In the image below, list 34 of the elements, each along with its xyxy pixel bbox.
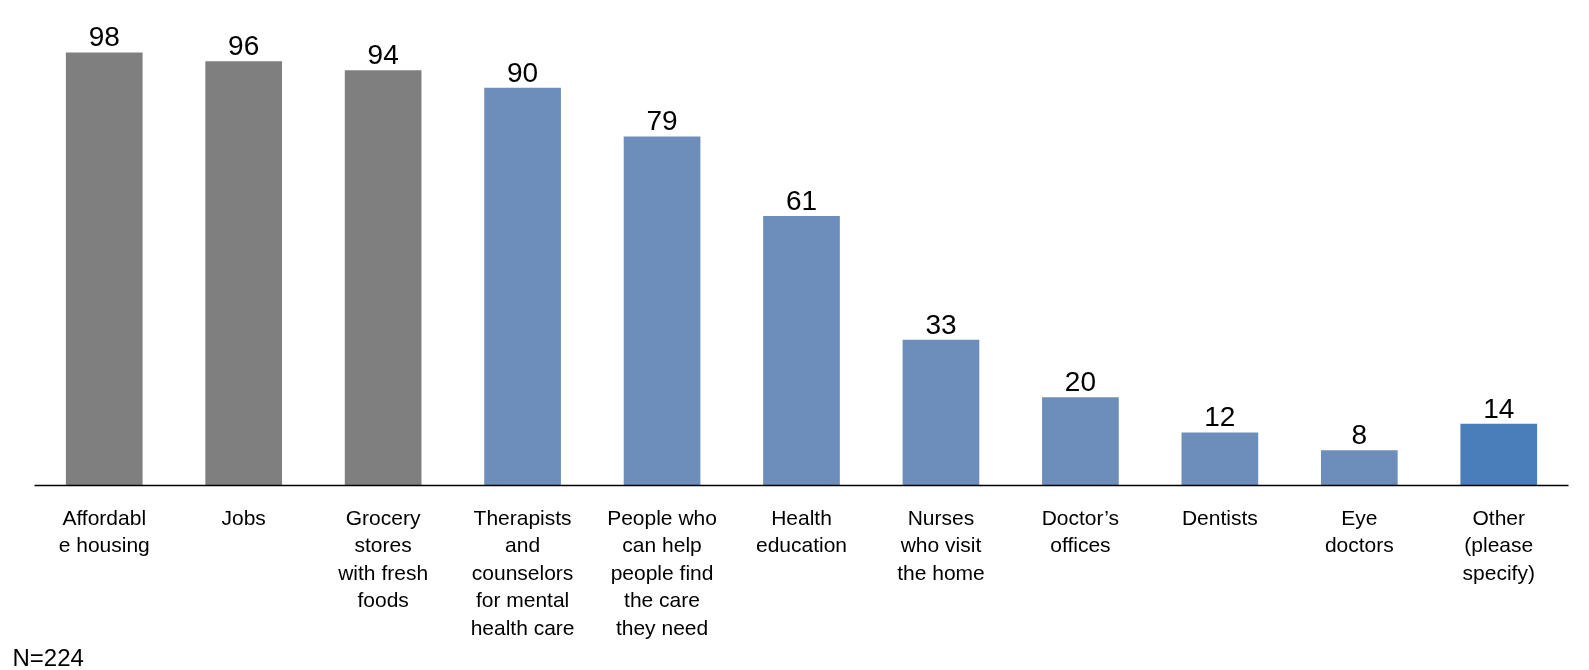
x-tick-label: Jobs (221, 505, 266, 529)
data-label: 94 (367, 39, 399, 71)
x-tick-label: Doctor’s offices (1041, 505, 1120, 557)
data-label: 61 (785, 184, 818, 216)
data-label: 79 (646, 105, 678, 137)
bar (902, 339, 980, 486)
data-label: 90 (507, 56, 539, 88)
data-label: 12 (1204, 401, 1236, 433)
bar (1460, 423, 1538, 486)
bar (65, 52, 143, 486)
x-tick-label: Grocery stores with fresh foods (337, 505, 429, 612)
bar (484, 87, 561, 486)
x-tick-label: Eye doctors (1324, 505, 1394, 557)
x-tick-label: People who can help people find the care they need (607, 505, 717, 639)
x-tick-label: Health education (755, 505, 848, 557)
data-label: 96 (228, 30, 260, 62)
x-tick-label: Dentists (1181, 505, 1258, 529)
x-tick-label: Nurses who visit the home (897, 505, 985, 584)
x-tick-label: Affordabl e housing (58, 505, 150, 557)
x-tick-label: Other (please specify) (1462, 505, 1535, 584)
data-label: 14 (1483, 392, 1515, 424)
bar (344, 70, 422, 486)
text: N=224 (12, 643, 84, 670)
data-label: 33 (925, 308, 957, 340)
data-label: 8 (1351, 419, 1368, 451)
data-label: 20 (1064, 366, 1096, 398)
bar (1042, 397, 1119, 486)
bar (205, 61, 283, 486)
data-label: 98 (88, 21, 120, 53)
bar (623, 136, 701, 486)
bar (763, 215, 840, 486)
x-tick-label: Therapists and counselors for mental health care (470, 505, 575, 639)
bar (1181, 432, 1259, 486)
bar (1320, 450, 1398, 486)
